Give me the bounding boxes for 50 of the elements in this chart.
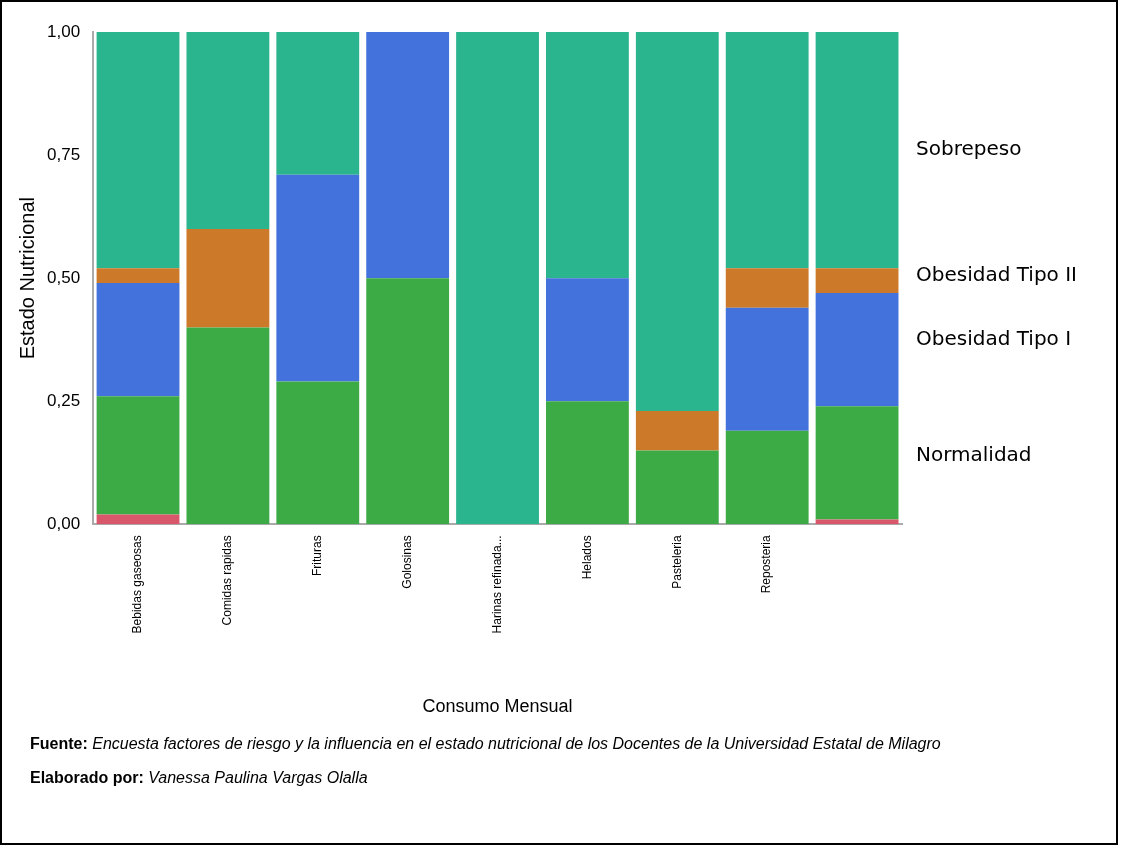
x-axis-title: Consumo Mensual — [422, 696, 573, 717]
y-tick-label: 1,00 — [46, 21, 81, 41]
bar — [725, 430, 809, 525]
bar — [725, 268, 809, 308]
bar — [815, 32, 899, 269]
series-label: Obesidad Tipo II — [916, 261, 1077, 286]
x-tick-label: Helados — [579, 535, 594, 580]
x-tick-label: Pasteleria — [669, 535, 684, 589]
source-note: Fuente: Encuesta factores de riesgo y la influencia en el estado nutricional de los Docentes de la Universidad Estatal de Milagro — [30, 735, 941, 752]
y-tick-label: 0,50 — [46, 267, 81, 287]
x-tick-label: Harinas refinada... — [489, 535, 504, 634]
y-axis-title: Estado Nutricional — [15, 197, 38, 360]
bar — [96, 283, 180, 397]
y-tick-label: 0,00 — [46, 514, 81, 534]
bar — [635, 411, 719, 451]
bar — [546, 32, 629, 279]
bar — [366, 32, 450, 279]
bar — [815, 268, 899, 293]
series-label: Sobrepeso — [916, 136, 1022, 161]
bar — [366, 278, 450, 525]
bar — [276, 381, 360, 525]
bar — [276, 174, 360, 382]
x-tick-label: Frituras — [310, 535, 325, 576]
bar — [186, 327, 270, 525]
x-tick-label: Comidas rapidas — [220, 535, 235, 626]
series-label: Obesidad Tipo I — [916, 325, 1072, 350]
bar — [635, 450, 719, 525]
bar — [635, 32, 719, 412]
bar — [96, 396, 180, 515]
bar — [725, 32, 809, 269]
bar — [725, 307, 809, 431]
bar — [186, 228, 270, 328]
x-tick-label: Reposteria — [759, 535, 774, 594]
y-tick-label: 0,25 — [46, 390, 81, 410]
bar — [456, 32, 539, 525]
series-label: Normalidad — [916, 441, 1032, 466]
bar — [96, 32, 180, 269]
bar — [276, 32, 360, 175]
text: Elaborado por: Vanessa Paulina Vargas Olalla — [30, 769, 368, 786]
bar — [546, 278, 629, 402]
bar — [815, 292, 899, 407]
x-tick-label: Golosinas — [399, 535, 414, 589]
x-tick-label: Bebidas gaseosas — [130, 535, 145, 634]
bar — [96, 514, 180, 525]
bar — [815, 406, 899, 520]
bar — [546, 401, 629, 525]
bar — [186, 32, 270, 229]
bar — [96, 268, 180, 284]
bar — [815, 519, 899, 525]
y-tick-label: 0,75 — [46, 144, 81, 164]
